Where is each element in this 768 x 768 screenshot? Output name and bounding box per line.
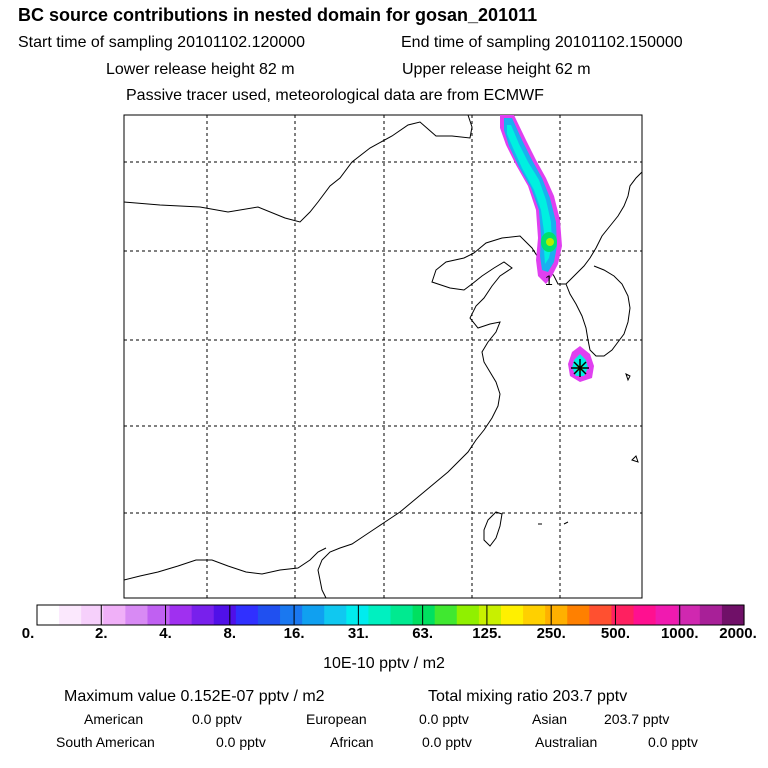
colorbar-cell	[545, 605, 568, 625]
american-label: American	[84, 711, 144, 727]
colorbar-tick-label: 16.	[283, 625, 305, 642]
lower-release-height-label: Lower release height 82 m	[106, 61, 295, 78]
map-frame	[123, 114, 643, 599]
colorbar-cell	[59, 605, 82, 625]
colorbar-cell	[611, 605, 635, 625]
grid-lines	[124, 115, 642, 598]
asian-value: 203.7 pptv	[604, 711, 670, 727]
colorbar-cell	[412, 605, 436, 625]
colorbar-cell	[500, 605, 524, 625]
total-mixing-ratio-label: Total mixing ratio 203.7 pptv	[428, 688, 628, 705]
inland-border	[123, 547, 327, 581]
colorbar-cell	[589, 605, 613, 625]
american-value: 0.0 pptv	[192, 711, 242, 727]
start-time-label: Start time of sampling 20101102.120000	[18, 34, 306, 51]
colorbar-cell	[390, 605, 414, 625]
taiwan	[483, 511, 503, 547]
asian-label: Asian	[532, 711, 568, 727]
end-time-label: End time of sampling 20101102.150000	[401, 34, 683, 51]
release-label: 1	[545, 272, 553, 288]
japan-islands	[538, 373, 639, 525]
colorbar-cell	[125, 605, 149, 625]
korea-peninsula	[565, 265, 631, 357]
china-coast	[317, 235, 542, 599]
colorbar-tick-label: 63.	[412, 625, 434, 642]
colorbar-cell	[213, 605, 237, 625]
colorbar-frame	[36, 604, 745, 626]
max-value-label: Maximum value 0.152E-07 pptv / m2	[64, 688, 325, 705]
colorbar-cell	[456, 605, 480, 625]
colorbar-tick-label: 0.	[21, 625, 35, 642]
colorbar-cell	[523, 605, 546, 625]
colorbar-cell	[655, 605, 679, 625]
colorbar-cell	[169, 605, 193, 625]
colorbar-tick-label: 4.	[159, 625, 172, 642]
colorbar-tick-label: 2000.	[719, 625, 757, 642]
colorbar-cell	[257, 605, 281, 625]
colorbar-cell	[280, 605, 303, 625]
colorbar-cell	[103, 605, 126, 625]
colorbar-tick-label: 250.	[536, 625, 566, 642]
colorbar-cell	[346, 605, 369, 625]
colorbar-tick-label: 8.	[223, 625, 237, 642]
colorbar-tick-label: 31.	[347, 625, 369, 642]
colorbar-cell	[37, 605, 60, 625]
colorbar-tick-label: 2.	[95, 625, 108, 642]
colorbar-tick-label: 125.	[472, 625, 502, 642]
upper-release-height-label: Upper release height 62 m	[402, 61, 591, 78]
colorbar-cell	[567, 605, 590, 625]
australian-value: 0.0 pptv	[648, 734, 698, 750]
north-korea-coast	[540, 171, 643, 285]
colorbar-cell	[677, 605, 701, 625]
colorbar-tick-label: 1000.	[660, 625, 699, 642]
south-american-value: 0.0 pptv	[216, 734, 266, 750]
colorbar-cell	[478, 605, 502, 625]
plume-yellow-spot	[546, 238, 554, 246]
colorbar-unit-label: 10E-10 pptv / m2	[323, 655, 445, 672]
receptor-star	[571, 359, 589, 377]
african-label: African	[330, 734, 374, 750]
colorbar-cell	[324, 605, 347, 625]
european-label: European	[306, 711, 367, 727]
colorbar-tick-label: 500.	[600, 625, 631, 642]
chart-title: BC source contributions in nested domain…	[18, 5, 538, 25]
colorbar-cell	[191, 605, 215, 625]
african-value: 0.0 pptv	[422, 734, 472, 750]
colorbar-cell	[699, 605, 723, 625]
colorbar-cell	[368, 605, 392, 625]
colorbar-cell	[302, 605, 325, 625]
colorbar-cell	[81, 605, 104, 625]
colorbar-cell	[721, 605, 745, 625]
colorbar-cell	[235, 605, 259, 625]
south-american-label: South American	[56, 734, 155, 750]
european-value: 0.0 pptv	[419, 711, 469, 727]
australian-label: Australian	[535, 734, 598, 750]
coastlines	[123, 114, 643, 599]
colorbar-cell	[147, 605, 171, 625]
tracer-info-label: Passive tracer used, meteorological data…	[126, 87, 544, 104]
colorbar-cell	[434, 605, 458, 625]
colorbar-cell	[633, 605, 657, 625]
china-mongolia-border	[123, 114, 473, 223]
